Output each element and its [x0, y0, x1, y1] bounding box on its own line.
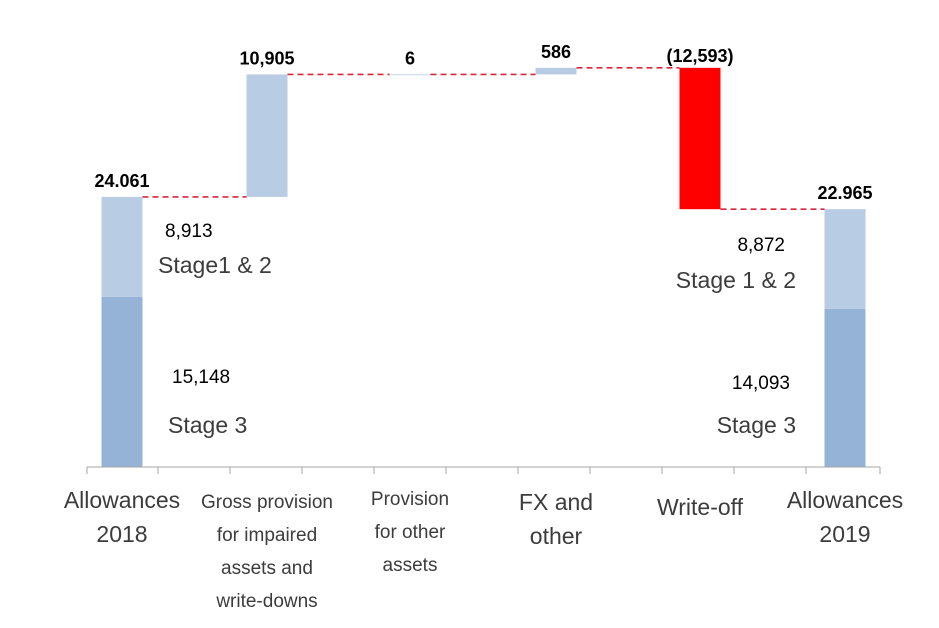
category-label-line: FX and — [518, 489, 594, 515]
category-label-line: other — [529, 523, 583, 549]
category-label-line: 2018 — [96, 521, 148, 547]
segment-value-stage1-2-2019: 8,872 — [737, 235, 785, 256]
category-label-line: assets — [382, 555, 438, 576]
category-label-line: write-downs — [216, 591, 318, 612]
segment-value-stage1-2-2018: 8,913 — [165, 221, 213, 242]
category-label-line: 2019 — [819, 521, 871, 547]
segment-stage-label-stage1-2-2019: Stage 1 & 2 — [676, 267, 796, 293]
bar-delta-1 — [246, 74, 288, 197]
data-label-5: 22.965 — [817, 183, 872, 203]
category-label-5: Allowances 2019 — [770, 483, 920, 551]
category-label-line: for impaired — [216, 525, 318, 546]
category-label-1: Gross provision for impaired assets and wri… — [192, 486, 342, 618]
bar-segment-stage3-0 — [101, 296, 143, 467]
data-label-1: 10,905 — [239, 48, 294, 68]
data-label-2: 6 — [405, 48, 415, 68]
segment-stage-label-stage1-2-2018: Stage1 & 2 — [158, 252, 272, 278]
bar-delta-3 — [535, 67, 577, 75]
category-label-line: Gross provision — [201, 492, 333, 513]
segment-stage-label-stage3-2018: Stage 3 — [168, 412, 247, 438]
bar-delta-4 — [679, 67, 721, 210]
category-label-line: Provision — [370, 489, 450, 510]
category-label-line: assets and — [221, 558, 313, 579]
category-label-line: Write-off — [656, 494, 744, 520]
category-label-0: Allowances 2018 — [47, 483, 197, 551]
category-label-4: Write-off — [625, 490, 775, 524]
category-label-line: Allowances — [786, 487, 904, 513]
bar-segment-stage3-5 — [824, 308, 866, 467]
category-label-2: Provision for other assets — [335, 483, 485, 582]
category-label-3: FX and other — [481, 485, 631, 553]
category-label-line: Allowances — [63, 487, 181, 513]
category-label-line: for other — [374, 522, 446, 543]
data-label-0: 24.061 — [94, 171, 149, 191]
bar-segment-stage1-2-5 — [824, 209, 866, 309]
bar-delta-2 — [389, 74, 431, 76]
segment-value-stage3-2018: 15,148 — [172, 367, 230, 388]
bar-segment-stage1-2-0 — [101, 196, 143, 297]
data-label-4: (12,593) — [666, 46, 733, 66]
data-label-3: 586 — [541, 42, 571, 62]
segment-value-stage3-2019: 14,093 — [732, 373, 790, 394]
segment-stage-label-stage3-2019: Stage 3 — [717, 412, 796, 438]
